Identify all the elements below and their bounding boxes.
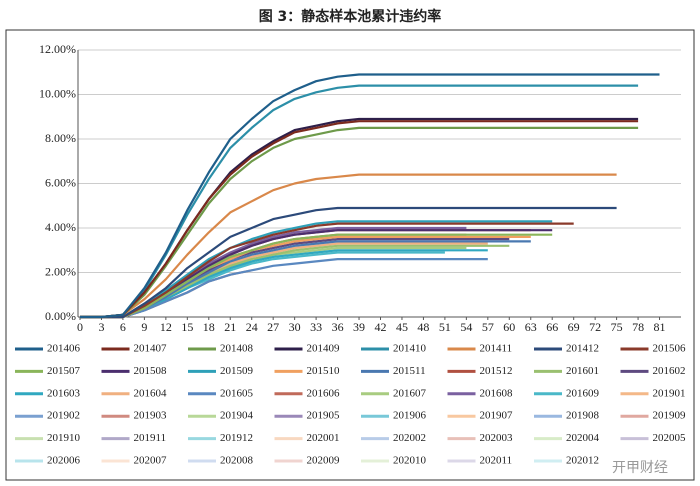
x-tick-label: 18 bbox=[203, 320, 215, 334]
x-tick-label: 21 bbox=[224, 320, 236, 334]
legend-label: 202010 bbox=[393, 455, 427, 467]
x-tick-label: 69 bbox=[568, 320, 580, 334]
x-tick-label: 6 bbox=[120, 320, 126, 334]
x-tick-label: 60 bbox=[503, 320, 515, 334]
y-tick-label: 2.00% bbox=[45, 264, 76, 278]
legend-label: 202001 bbox=[307, 432, 340, 444]
legend-label: 201507 bbox=[47, 365, 81, 377]
legend-label: 201905 bbox=[307, 410, 341, 422]
series-line bbox=[80, 222, 574, 319]
legend-label: 201909 bbox=[653, 410, 687, 422]
x-tick-label: 9 bbox=[141, 320, 147, 334]
series-line bbox=[80, 173, 617, 319]
y-tick-label: 8.00% bbox=[45, 131, 76, 145]
legend-label: 201911 bbox=[134, 432, 167, 444]
y-tick-label: 10.00% bbox=[39, 86, 76, 100]
watermark: 开甲财经 bbox=[612, 460, 668, 476]
series-line bbox=[80, 73, 660, 319]
legend-label: 201510 bbox=[307, 365, 341, 377]
legend-label: 201608 bbox=[480, 387, 514, 399]
legend-label: 202012 bbox=[566, 455, 599, 467]
legend-label: 201509 bbox=[220, 365, 254, 377]
x-tick-label: 3 bbox=[98, 320, 104, 334]
legend-label: 201409 bbox=[307, 343, 341, 355]
x-tick-label: 54 bbox=[460, 320, 472, 334]
legend-label: 202003 bbox=[480, 432, 514, 444]
x-tick-label: 63 bbox=[525, 320, 537, 334]
x-tick-label: 81 bbox=[654, 320, 666, 334]
legend-label: 202007 bbox=[134, 455, 168, 467]
series-line bbox=[80, 120, 639, 319]
x-tick-label: 39 bbox=[353, 320, 365, 334]
legend-label: 201604 bbox=[134, 387, 168, 399]
legend-label: 201601 bbox=[566, 365, 599, 377]
x-tick-label: 27 bbox=[267, 320, 279, 334]
legend-label: 201912 bbox=[220, 432, 253, 444]
x-tick-label: 24 bbox=[246, 320, 258, 334]
chart-frame bbox=[5, 29, 695, 481]
legend-label: 201609 bbox=[566, 387, 600, 399]
y-tick-label: 0.00% bbox=[45, 309, 76, 323]
x-tick-label: 0 bbox=[77, 320, 83, 334]
x-tick-label: 36 bbox=[332, 320, 344, 334]
legend-label: 202008 bbox=[220, 455, 254, 467]
legend-label: 201512 bbox=[480, 365, 513, 377]
legend-label: 202006 bbox=[47, 455, 81, 467]
legend-label: 201903 bbox=[134, 410, 168, 422]
legend-label: 201511 bbox=[393, 365, 426, 377]
legend-label: 201907 bbox=[480, 410, 514, 422]
legend-label: 201508 bbox=[134, 365, 168, 377]
legend-label: 201906 bbox=[393, 410, 427, 422]
series-line bbox=[80, 258, 488, 319]
legend-label: 201602 bbox=[653, 365, 686, 377]
x-tick-label: 15 bbox=[181, 320, 193, 334]
x-tick-label: 66 bbox=[546, 320, 558, 334]
x-tick-label: 30 bbox=[289, 320, 301, 334]
legend-label: 202005 bbox=[653, 432, 687, 444]
legend-label: 202009 bbox=[307, 455, 341, 467]
x-tick-label: 75 bbox=[611, 320, 623, 334]
legend-label: 201603 bbox=[47, 387, 81, 399]
legend-label: 201908 bbox=[566, 410, 600, 422]
y-tick-label: 4.00% bbox=[45, 220, 76, 234]
legend-label: 201412 bbox=[566, 343, 599, 355]
legend-label: 201407 bbox=[134, 343, 168, 355]
legend-label: 201606 bbox=[307, 387, 341, 399]
legend-label: 201901 bbox=[653, 387, 686, 399]
x-tick-label: 48 bbox=[417, 320, 429, 334]
series-line bbox=[80, 126, 639, 319]
legend-label: 201408 bbox=[220, 343, 254, 355]
x-tick-label: 33 bbox=[310, 320, 322, 334]
x-tick-label: 72 bbox=[589, 320, 601, 334]
legend-label: 202011 bbox=[480, 455, 513, 467]
series-line bbox=[80, 233, 553, 319]
x-tick-label: 57 bbox=[482, 320, 494, 334]
legend-label: 201910 bbox=[47, 432, 81, 444]
series-line bbox=[80, 84, 639, 319]
legend-label: 201902 bbox=[47, 410, 80, 422]
x-tick-label: 12 bbox=[160, 320, 172, 334]
series-line bbox=[80, 117, 639, 319]
x-tick-label: 78 bbox=[632, 320, 644, 334]
y-tick-label: 12.00% bbox=[39, 42, 76, 56]
legend-label: 201904 bbox=[220, 410, 254, 422]
legend-label: 201411 bbox=[480, 343, 513, 355]
legend-label: 201506 bbox=[653, 343, 687, 355]
series-line bbox=[80, 206, 617, 319]
x-tick-label: 42 bbox=[375, 320, 387, 334]
legend-label: 201406 bbox=[47, 343, 81, 355]
legend-label: 201607 bbox=[393, 387, 427, 399]
series-line bbox=[80, 220, 553, 319]
legend-label: 202002 bbox=[393, 432, 426, 444]
legend-label: 202004 bbox=[566, 432, 600, 444]
chart-title: 图 3：静态样本池累计违约率 bbox=[259, 8, 442, 25]
legend-label: 201410 bbox=[393, 343, 427, 355]
legend-label: 201605 bbox=[220, 387, 254, 399]
x-tick-label: 51 bbox=[439, 320, 451, 334]
x-tick-label: 45 bbox=[396, 320, 408, 334]
y-tick-label: 6.00% bbox=[45, 175, 76, 189]
